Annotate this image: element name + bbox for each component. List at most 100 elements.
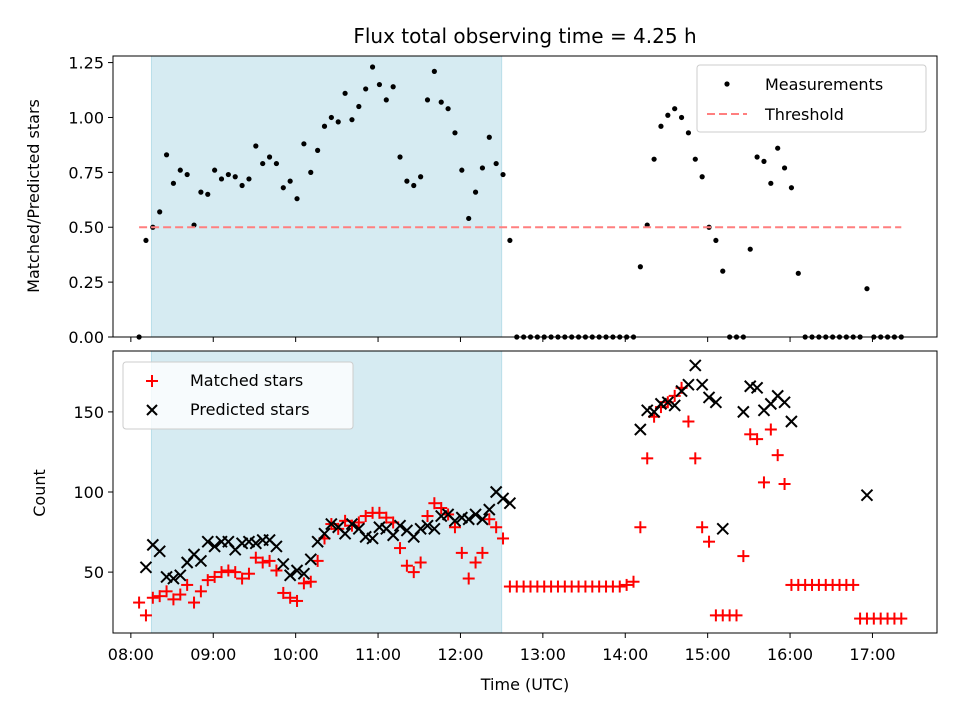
measurement-point (781, 165, 788, 171)
x-tick-label: 12:00 (437, 645, 483, 664)
chart-title: Flux total observing time = 4.25 h (353, 24, 696, 48)
measurement-point (864, 286, 870, 292)
matched-point (490, 521, 503, 534)
matched-point (400, 559, 413, 572)
predicted-point (174, 569, 187, 582)
matched-point (428, 497, 441, 510)
bottom-panel: 08:00 09:00 10:00 11:00 12:00 13:00 14:00 15:00… (30, 350, 938, 694)
measurement-point (651, 156, 657, 162)
matched-point (448, 521, 461, 534)
y-tick-label: 0.25 (68, 273, 104, 292)
legend-predicted-marker (146, 404, 158, 416)
predicted-point (290, 564, 304, 577)
matched-point (737, 550, 750, 563)
matched-point (469, 556, 482, 569)
top-legend: Measurements Threshold (696, 64, 927, 133)
measurement-point (376, 81, 383, 88)
predicted-point (414, 522, 427, 536)
measurement-point (424, 97, 431, 103)
matched-point (641, 452, 654, 465)
matched-point (146, 591, 159, 604)
bottom-legend-box (122, 361, 354, 430)
predicted-point (448, 514, 462, 528)
matched-point (421, 510, 434, 523)
measurement-point (356, 103, 362, 110)
matched-point (236, 572, 249, 585)
measurement-point (253, 143, 259, 149)
measurement-point (218, 176, 225, 182)
predicted-point (668, 399, 681, 412)
legend-measurements-marker (724, 81, 730, 87)
measurement-point (466, 215, 472, 222)
matched-point (895, 612, 908, 625)
matched-point (277, 586, 290, 599)
predicted-point (194, 554, 208, 568)
predicted-point (716, 522, 729, 536)
y-tick-label: 0.50 (68, 218, 104, 237)
matched-point (682, 415, 695, 428)
measurement-point (280, 185, 286, 191)
predicted-point (462, 513, 475, 526)
matched-point (627, 575, 640, 588)
top-y-ticks: 0.00 0.25 0.50 0.75 1.00 1.25 (68, 54, 113, 347)
x-tick-label: 16:00 (767, 645, 813, 664)
matched-point (139, 609, 152, 622)
predicted-point (737, 405, 750, 419)
matched-point (847, 578, 860, 591)
measurement-point (287, 178, 293, 184)
matched-point (751, 433, 764, 446)
y-tick-label: 0.00 (68, 328, 104, 347)
measurement-point (788, 185, 795, 191)
measurement-point (472, 189, 479, 195)
matched-point (634, 521, 647, 534)
measurement-point (198, 189, 204, 195)
measurement-point (699, 174, 705, 180)
measurement-point (479, 165, 486, 171)
y-tick-label: 50 (84, 563, 104, 582)
x-tick-label: 15:00 (685, 645, 731, 664)
predicted-point (421, 519, 434, 532)
bottom-series (133, 359, 908, 625)
measurement-point (397, 154, 403, 160)
predicted-point (208, 540, 221, 553)
measurement-point (328, 114, 334, 121)
matched-point (160, 585, 173, 598)
measurement-point (177, 167, 183, 173)
measurement-point (273, 160, 280, 167)
x-tick-label: 08:00 (108, 645, 154, 664)
x-tick-label: 10:00 (273, 645, 319, 664)
legend-predicted-label: Predicted stars (190, 400, 310, 419)
y-tick-label: 1.00 (68, 108, 104, 127)
measurement-point (761, 158, 767, 164)
matched-point (476, 546, 489, 559)
predicted-point (496, 492, 510, 505)
predicted-point (277, 557, 290, 571)
predicted-point (634, 423, 647, 436)
measurement-point (775, 145, 781, 151)
predicted-point (393, 519, 407, 532)
matched-point (778, 477, 791, 490)
measurement-point (768, 180, 774, 186)
measurement-point (363, 86, 369, 92)
matched-point (620, 578, 633, 591)
matched-point (194, 585, 207, 598)
matched-point (153, 590, 166, 603)
predicted-point (750, 381, 764, 395)
measurement-point (369, 64, 376, 70)
measurement-point (266, 154, 273, 160)
predicted-point (249, 537, 263, 550)
predicted-point (695, 378, 709, 391)
measurement-point (411, 182, 417, 189)
matched-point (332, 522, 345, 535)
predicted-point (469, 508, 482, 521)
measurement-point (685, 130, 692, 136)
measurement-point (390, 84, 396, 90)
measurement-point (232, 174, 238, 180)
measurement-point (493, 160, 499, 167)
top-panel: 0.00 0.25 0.50 0.75 1.00 1.25 Flux total obse… (24, 24, 938, 347)
predicted-point (682, 378, 695, 391)
predicted-point (476, 513, 489, 526)
predicted-point (503, 497, 517, 510)
predicted-point (386, 529, 400, 542)
measurement-point (672, 106, 678, 112)
